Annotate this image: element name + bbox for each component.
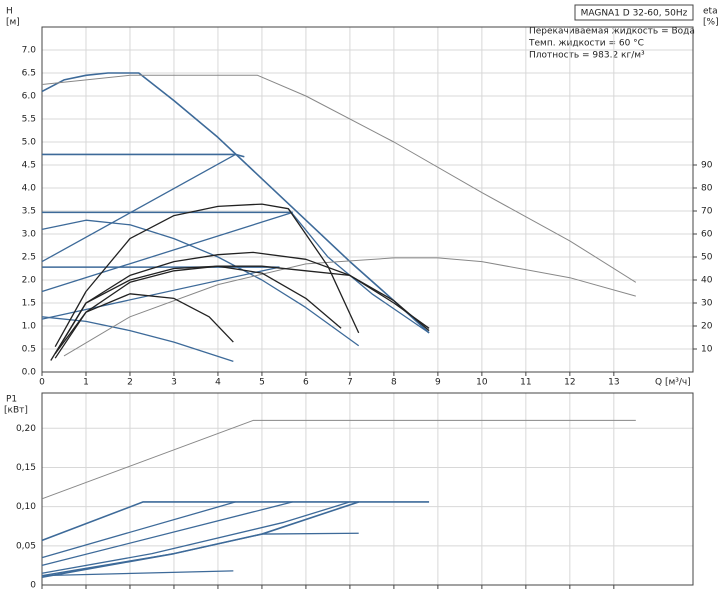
x-tick-label: 13 xyxy=(608,378,619,388)
curve xyxy=(41,570,234,577)
plot-frame xyxy=(41,392,694,586)
y-tick-label: 2.5 xyxy=(22,253,36,263)
y2-tick-label: 70 xyxy=(701,207,713,217)
x-tick-label: 1 xyxy=(83,378,89,388)
curve xyxy=(41,74,637,283)
curve xyxy=(42,153,245,158)
y-tick-label: 0.5 xyxy=(22,345,36,355)
curve xyxy=(50,251,430,361)
y-tick-label: 3.5 xyxy=(22,207,36,217)
y-tick-label: 0 xyxy=(30,581,36,591)
curve xyxy=(41,501,236,559)
x-tick-label: 7 xyxy=(347,378,353,388)
y-tick-label: 2.0 xyxy=(22,276,37,286)
y-axis-label: H xyxy=(6,7,13,17)
y2-tick-label: 90 xyxy=(701,161,713,171)
x-tick-label: 2 xyxy=(127,378,133,388)
y-tick-label: 3.0 xyxy=(22,230,37,240)
annotation: Плотность = 983.2 кг/м³ xyxy=(529,51,645,61)
x-tick-label: 11 xyxy=(520,378,531,388)
y-tick-label: 6.0 xyxy=(22,92,37,102)
y-tick-label: 0,15 xyxy=(16,463,36,473)
curve xyxy=(63,257,636,357)
y-tick-label: 1.0 xyxy=(22,322,37,332)
curve xyxy=(41,219,360,347)
curve xyxy=(41,316,234,363)
y-tick-label: 7.0 xyxy=(22,46,37,56)
curve xyxy=(41,153,236,263)
curve xyxy=(41,72,430,334)
y-tick-label: 4.0 xyxy=(22,184,37,194)
y-tick-label: 5.0 xyxy=(22,138,37,148)
y-tick-label: 6.5 xyxy=(22,69,36,79)
y-axis-unit: [кВт] xyxy=(4,406,28,416)
x-tick-label: 9 xyxy=(435,378,441,388)
y-axis-unit: [м] xyxy=(6,18,20,28)
y2-tick-label: 60 xyxy=(701,230,713,240)
curve xyxy=(54,203,360,348)
y-tick-label: 1.5 xyxy=(22,299,36,309)
title-box xyxy=(574,4,694,21)
y2-tick-label: 50 xyxy=(701,253,713,263)
plot-frame xyxy=(41,26,694,373)
annotation: Перекачиваемая жидкость = Вода xyxy=(529,27,695,37)
x-tick-label: 6 xyxy=(303,378,309,388)
x-tick-label: 4 xyxy=(215,378,221,388)
x-tick-label: 5 xyxy=(259,378,265,388)
x-axis-label: Q [м³/ч] xyxy=(655,378,691,388)
y-tick-label: 0,20 xyxy=(16,424,36,434)
y-tick-label: 0,05 xyxy=(16,541,36,551)
curve xyxy=(41,501,430,542)
x-tick-label: 10 xyxy=(476,378,488,388)
y2-tick-label: 40 xyxy=(701,276,713,286)
y2-tick-label: 80 xyxy=(701,184,713,194)
curve xyxy=(41,501,359,578)
y-axis-label: P1 xyxy=(6,395,17,405)
curve xyxy=(41,501,351,574)
curve xyxy=(41,211,293,293)
chart-title: MAGNA1 D 32-60, 50Hz xyxy=(581,9,688,19)
y2-axis-unit: [%] xyxy=(703,18,719,28)
y2-tick-label: 30 xyxy=(701,299,713,309)
y2-axis-label: eta xyxy=(703,7,718,17)
curve xyxy=(41,419,636,500)
x-tick-label: 8 xyxy=(391,378,397,388)
y2-tick-label: 10 xyxy=(701,345,713,355)
curve xyxy=(41,501,293,567)
x-tick-label: 12 xyxy=(564,378,575,388)
x-tick-label: 0 xyxy=(39,378,45,388)
x-tick-label: 3 xyxy=(171,378,177,388)
y-tick-label: 0.0 xyxy=(22,368,37,378)
curve xyxy=(54,265,342,354)
y-tick-label: 5.5 xyxy=(22,115,36,125)
curve xyxy=(54,293,234,354)
y2-tick-label: 20 xyxy=(701,322,713,332)
y-tick-label: 0,10 xyxy=(16,502,36,512)
annotation: Темп. жидкости = 60 °C xyxy=(528,39,644,49)
curve xyxy=(54,265,430,359)
y-tick-label: 4.5 xyxy=(22,161,36,171)
